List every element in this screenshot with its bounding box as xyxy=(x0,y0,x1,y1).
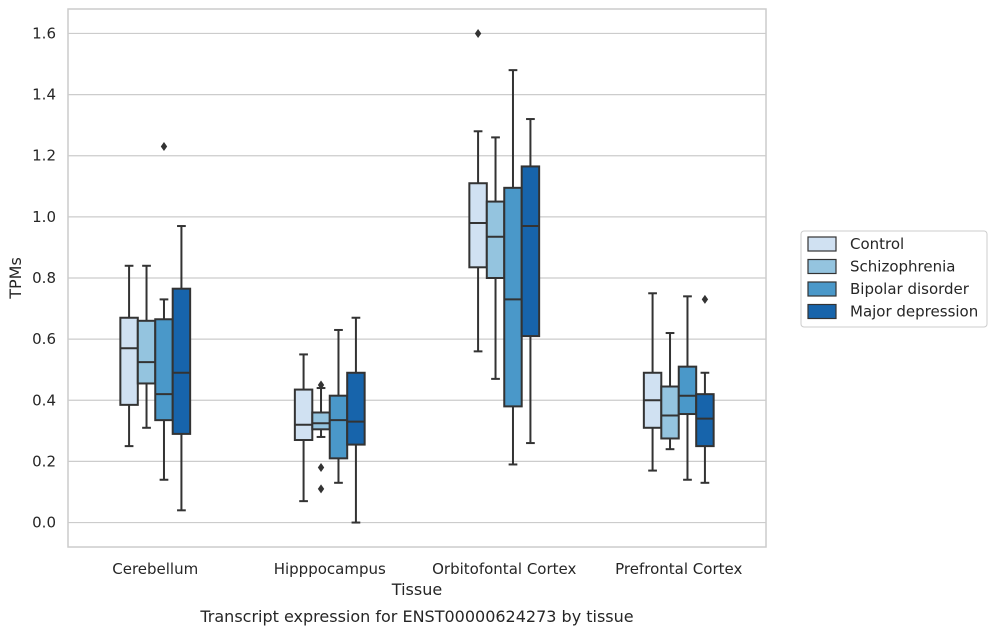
legend-item: Bipolar disorder xyxy=(807,280,970,298)
box-series xyxy=(119,28,715,524)
legend-item: Major depression xyxy=(807,303,978,321)
outlier-point xyxy=(317,463,325,473)
legend-frame xyxy=(800,230,988,328)
x-axis-label: Tissue xyxy=(391,580,442,599)
box-hipppocampus-bipolar-disorder xyxy=(328,328,349,484)
legend-swatch xyxy=(807,281,837,297)
box-prefrontal-cortex-schizophrenia xyxy=(660,332,680,451)
x-tick-labels: Cerebellum Hipppocampus Orbitofontal Corte… xyxy=(112,560,742,578)
iqr-box xyxy=(171,287,192,435)
legend-label: Major depression xyxy=(850,303,978,321)
legend-swatch xyxy=(807,236,837,252)
y-tick-label: 0.4 xyxy=(32,391,56,409)
x-tick-label: Orbitofontal Cortex xyxy=(432,560,576,578)
box-prefrontal-cortex-bipolar-disorder xyxy=(677,295,698,481)
y-tick-label: 0.6 xyxy=(32,330,56,348)
y-tick-label: 1.4 xyxy=(32,86,56,104)
box-prefrontal-cortex-major-depression xyxy=(695,294,715,484)
y-tick-labels: 0.0 0.2 0.4 0.6 0.8 1.0 1.2 1.4 1.6 xyxy=(32,24,56,531)
box-orbitofontal-cortex-schizophrenia xyxy=(485,136,506,380)
box-hipppocampus-major-depression xyxy=(346,316,366,524)
iqr-box xyxy=(485,200,506,279)
iqr-box xyxy=(154,318,174,422)
y-tick-label: 0.2 xyxy=(32,452,56,470)
iqr-box xyxy=(136,319,157,385)
legend-item: Schizophrenia xyxy=(807,258,955,276)
iqr-box xyxy=(660,385,680,440)
box-orbitofontal-cortex-control xyxy=(468,28,488,353)
legend-swatch xyxy=(807,258,837,275)
x-tick-label: Cerebellum xyxy=(112,560,198,578)
iqr-box xyxy=(293,388,314,442)
y-tick-label: 1.6 xyxy=(32,24,56,42)
box-hipppocampus-control xyxy=(293,353,314,503)
iqr-box xyxy=(346,371,366,446)
outlier-point xyxy=(317,484,325,494)
legend: Control Schizophrenia Bipolar disorder Majo… xyxy=(800,230,988,328)
y-tick-label: 1.2 xyxy=(32,147,56,165)
box-cerebellum-bipolar-disorder xyxy=(154,142,174,481)
outlier-point xyxy=(160,142,168,152)
iqr-box xyxy=(503,186,523,408)
y-tick-label: 1.0 xyxy=(32,208,56,226)
iqr-box xyxy=(468,182,488,269)
legend-label: Bipolar disorder xyxy=(850,280,970,298)
legend-item: Control xyxy=(807,235,904,253)
legend-label: Schizophrenia xyxy=(850,258,955,276)
iqr-box xyxy=(520,165,541,338)
iqr-box xyxy=(677,365,698,416)
chart-caption: Transcript expression for ENST0000062427… xyxy=(199,607,633,626)
iqr-box xyxy=(119,316,139,406)
y-tick-label: 0.0 xyxy=(32,514,56,532)
x-tick-label: Hipppocampus xyxy=(274,560,386,578)
box-orbitofontal-cortex-bipolar-disorder xyxy=(503,69,523,466)
y-axis-label: TPMs xyxy=(6,257,25,300)
outlier-point xyxy=(701,294,709,304)
x-tick-label: Prefrontal Cortex xyxy=(615,560,742,578)
box-cerebellum-schizophrenia xyxy=(136,264,157,429)
iqr-box xyxy=(328,394,349,460)
outlier-point xyxy=(317,380,325,390)
y-gridlines xyxy=(68,32,766,524)
box-cerebellum-major-depression xyxy=(171,225,192,512)
y-tick-label: 0.8 xyxy=(32,269,56,287)
box-cerebellum-control xyxy=(119,264,139,448)
iqr-box xyxy=(695,393,715,448)
box-prefrontal-cortex-control xyxy=(642,292,663,472)
outlier-point xyxy=(474,28,482,38)
box-orbitofontal-cortex-major-depression xyxy=(520,118,541,445)
legend-label: Control xyxy=(850,235,904,253)
legend-swatch xyxy=(807,303,837,320)
iqr-box xyxy=(311,411,331,431)
